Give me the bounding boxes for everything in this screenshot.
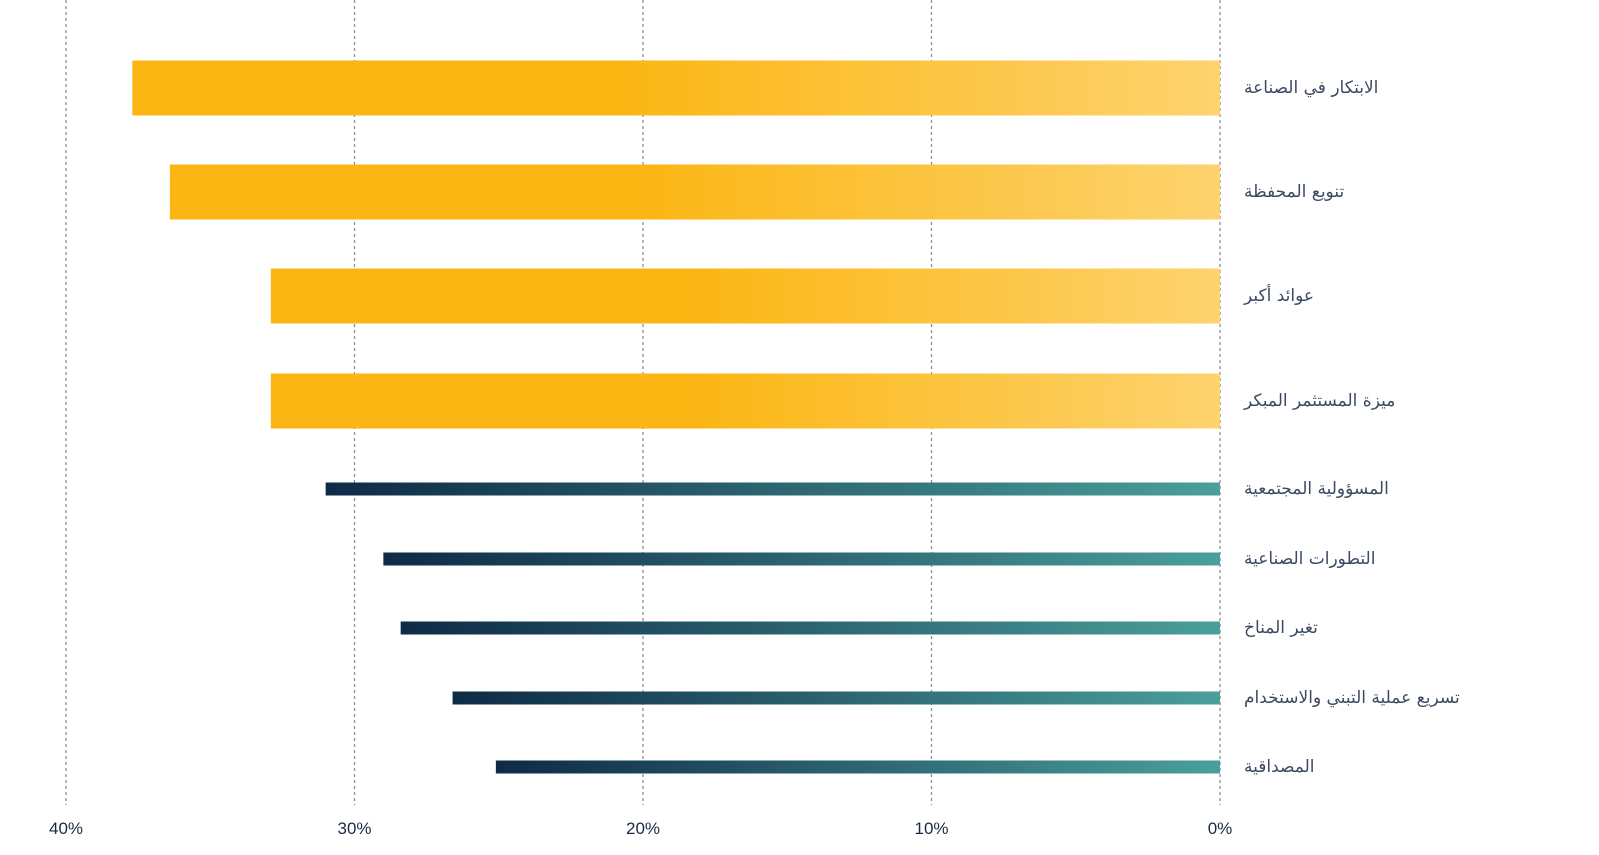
x-axis-ticks: 40% 30% 20% 10% 0% (49, 819, 1232, 838)
bar (169, 164, 1221, 220)
x-tick-label: 20% (626, 819, 660, 838)
category-label: الابتكار في الصناعة (1244, 78, 1378, 98)
bar (270, 268, 1221, 324)
x-tick-label: 30% (337, 819, 371, 838)
category-label: عوائد أكبر (1243, 284, 1314, 306)
x-tick-label: 40% (49, 819, 83, 838)
category-label: المسؤولية المجتمعية (1244, 479, 1389, 499)
x-tick-label: 0% (1208, 819, 1233, 838)
category-label: التطورات الصناعية (1244, 549, 1375, 569)
category-label: تنويع المحفظة (1244, 182, 1344, 202)
category-label: تغير المناخ (1244, 618, 1318, 638)
category-labels: الابتكار في الصناعة تنويع المحفظة عوائد أك… (1243, 78, 1460, 777)
category-label: المصداقية (1244, 757, 1315, 777)
bar (270, 373, 1221, 429)
bar (383, 552, 1221, 566)
bar (132, 60, 1221, 116)
bar (495, 760, 1220, 774)
bar (400, 621, 1220, 635)
bar (325, 482, 1220, 496)
bars (132, 60, 1221, 774)
category-label: تسريع عملية التبني والاستخدام (1244, 688, 1460, 708)
x-tick-label: 10% (914, 819, 948, 838)
category-label: ميزة المستثمر المبكر (1243, 391, 1395, 411)
bar (452, 691, 1221, 705)
